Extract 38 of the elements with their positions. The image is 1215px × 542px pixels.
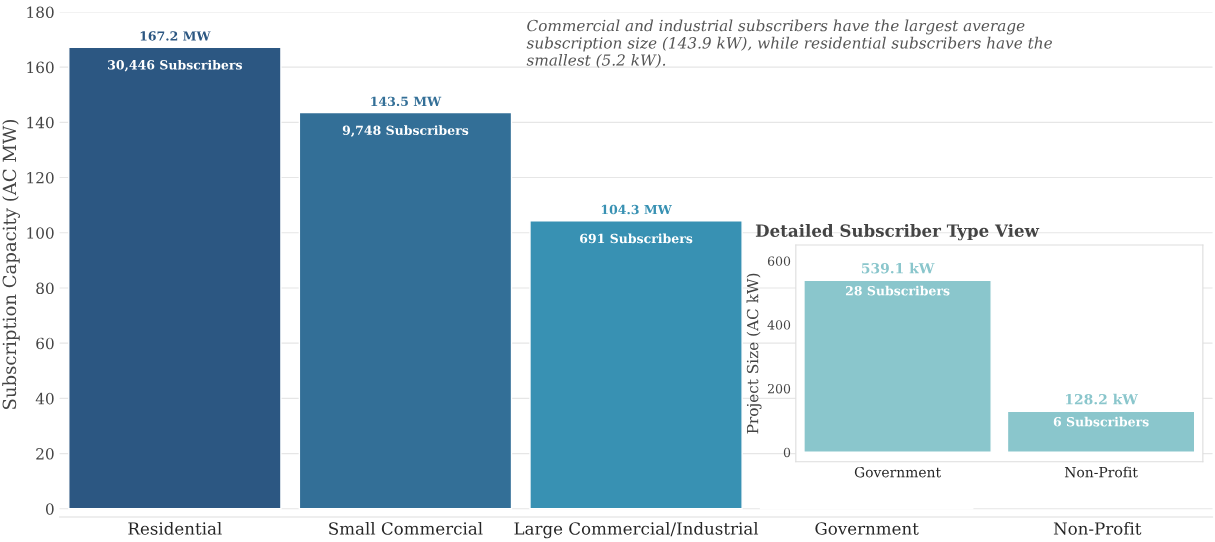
annotation: 9,748 Subscribers xyxy=(342,125,469,137)
chart-title: Detailed Subscriber Type View xyxy=(755,223,1040,241)
data-label: 104.3 MW xyxy=(601,204,672,215)
annotation: 6 Subscribers xyxy=(1053,416,1149,427)
y-tick-label: 20 xyxy=(36,448,54,460)
bar xyxy=(529,220,743,510)
y-tick-label: 40 xyxy=(35,392,54,405)
y-axis-title: Project Size (AC kW) xyxy=(746,273,762,434)
x-tick-label: Residential xyxy=(128,521,222,535)
x-tick-label: Small Commercial xyxy=(329,521,483,535)
y-tick-label: 400 xyxy=(767,320,791,330)
data-label: 128.2 kW xyxy=(1066,393,1139,405)
y-tick-label: 120 xyxy=(27,172,54,184)
y-tick-label: 140 xyxy=(27,116,54,129)
data-label: 167.2 MW xyxy=(140,31,211,41)
y-tick-label: 100 xyxy=(27,227,54,239)
annotation: 28 Subscribers xyxy=(845,285,950,296)
annotation: 691 Subscribers xyxy=(580,233,693,244)
x-tick-label: Government xyxy=(815,522,919,535)
y-tick-label: 80 xyxy=(36,282,54,294)
y-axis-title: Subscription Capacity (AC MW) xyxy=(2,119,20,409)
annotation: 30,446 Subscribers xyxy=(108,59,242,72)
annotation: Commercial and industrial subscribers have the largest average subscription size (143.9 kW), while residential subscribers have the smallest (5.2 kW). xyxy=(526,19,1052,68)
y-tick-label: 160 xyxy=(27,61,54,74)
y-tick-label: 0 xyxy=(783,447,791,458)
data-label: 143.5 MW xyxy=(371,96,442,107)
x-tick-label: Non-Profit xyxy=(1053,521,1142,535)
y-tick-label: 200 xyxy=(767,383,791,394)
bar xyxy=(298,111,513,510)
y-tick-label: 180 xyxy=(27,6,54,18)
bar xyxy=(68,46,282,510)
x-tick-label: Non-Profit xyxy=(1064,466,1138,478)
y-tick-label: 0 xyxy=(45,503,54,515)
data-label: 539.1 kW xyxy=(861,262,935,274)
y-tick-label: 60 xyxy=(36,337,54,350)
x-tick-label: Government xyxy=(854,466,941,478)
x-tick-label: Large Commercial/Industrial xyxy=(514,521,759,539)
y-tick-label: 600 xyxy=(767,256,791,266)
